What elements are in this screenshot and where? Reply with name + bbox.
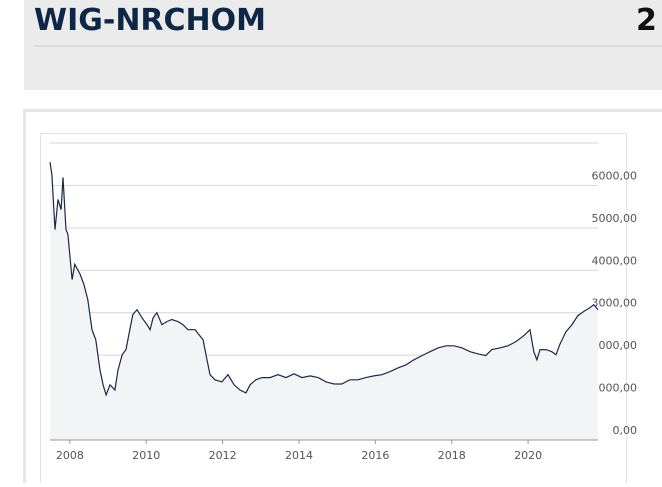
x-tick-label: 2014 (285, 449, 313, 462)
x-tick-label: 2020 (514, 449, 542, 462)
y-tick-label: 2000,00 (592, 339, 638, 352)
y-tick-label: 1000,00 (592, 382, 638, 395)
x-tick-label: 2012 (209, 449, 237, 462)
x-tick-label: 2016 (361, 449, 389, 462)
header-title: WIG-NRCHOM (34, 3, 266, 38)
x-tick-label: 2018 (438, 449, 466, 462)
x-tick-label: 2010 (132, 449, 160, 462)
header-value: 2 (636, 3, 657, 38)
y-tick-label: 4000,00 (592, 254, 638, 267)
y-tick-label: 3000,00 (592, 297, 638, 310)
y-tick-label: 0,00 (613, 424, 638, 437)
x-tick-label: 2008 (56, 449, 84, 462)
y-tick-label: 6000,00 (592, 169, 638, 182)
y-tick-label: 5000,00 (592, 212, 638, 225)
